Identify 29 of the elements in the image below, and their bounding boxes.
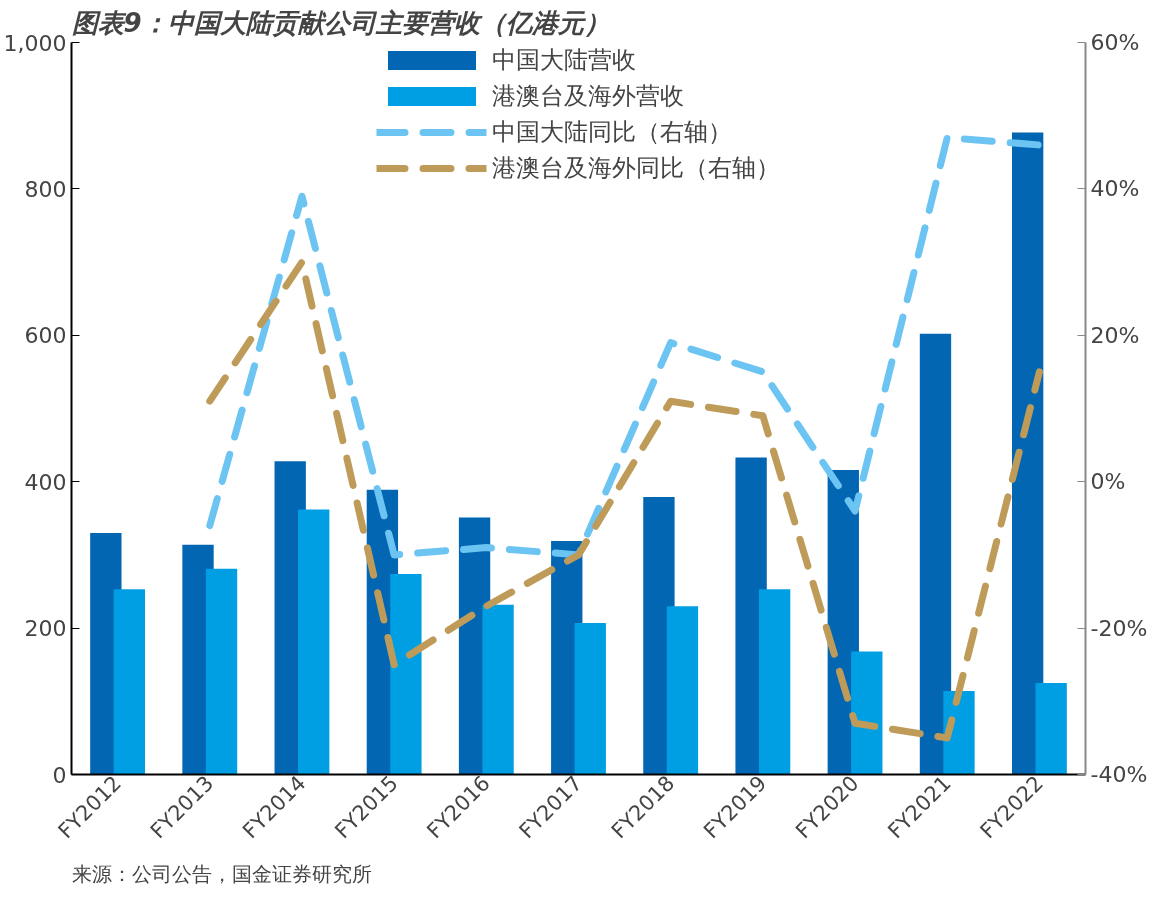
legend-label: 中国大陆同比（右轴） xyxy=(491,117,732,148)
bar xyxy=(1011,132,1044,775)
legend-label: 中国大陆营收 xyxy=(491,45,636,76)
legend-label: 港澳台及海外同比（右轴） xyxy=(491,153,780,184)
chart-title: 图表9：中国大陆贡献公司主要营收（亿港元） xyxy=(71,7,610,38)
y2-tick-label: 60% xyxy=(1090,30,1140,55)
bar xyxy=(205,568,238,775)
bar xyxy=(482,604,514,775)
bar xyxy=(919,333,952,775)
y2-tick-label: -20% xyxy=(1090,615,1148,641)
bar xyxy=(574,622,606,775)
y-tick-label: 600 xyxy=(24,323,67,349)
y2-tick-label: -40% xyxy=(1090,762,1148,787)
y-tick-label: 200 xyxy=(24,616,67,642)
bar xyxy=(390,573,422,775)
y-tick-label: 1,000 xyxy=(3,30,67,56)
y2-tick-label: 20% xyxy=(1090,322,1140,348)
bar xyxy=(298,509,330,775)
y-tick-label: 800 xyxy=(24,176,67,202)
y2-tick-label: 40% xyxy=(1090,176,1140,202)
bar xyxy=(758,589,791,775)
y-tick-label: 400 xyxy=(24,469,67,495)
bar xyxy=(851,651,883,775)
legend-label: 港澳台及海外营收 xyxy=(491,81,684,112)
bar xyxy=(113,589,146,775)
bar xyxy=(666,606,699,775)
y2-tick-label: 0% xyxy=(1090,469,1126,495)
source-note: 来源：公司公告，国金证券研究所 xyxy=(71,861,372,886)
bar xyxy=(1035,683,1067,775)
